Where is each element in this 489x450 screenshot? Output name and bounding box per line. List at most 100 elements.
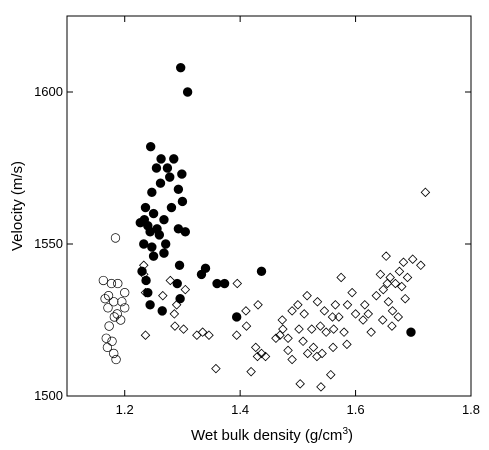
open-diamond-point <box>250 342 261 353</box>
open-diamond-point <box>387 306 398 316</box>
filled-circle-point <box>177 196 188 207</box>
open-diamond-point <box>295 379 305 389</box>
x-axis-title-end: ) <box>348 427 353 444</box>
open-diamond-point <box>277 315 288 325</box>
open-circle-point <box>111 354 121 365</box>
plot-frame <box>66 15 472 397</box>
open-circle-point <box>113 278 123 289</box>
y-tick-label: 1600 <box>34 84 63 99</box>
open-diamond-point <box>327 312 338 322</box>
open-diamond-point <box>287 306 297 316</box>
open-diamond-point <box>140 330 151 340</box>
open-diamond-point <box>165 275 176 286</box>
data-points <box>98 62 431 392</box>
filled-circle-point <box>406 327 416 337</box>
open-circle-point <box>98 275 109 286</box>
open-circle-point <box>107 336 117 346</box>
open-diamond-point <box>315 321 326 331</box>
x-tick-label: 1.2 <box>116 402 134 417</box>
x-tick-label: 1.4 <box>231 402 249 417</box>
open-circle-point <box>109 312 119 322</box>
open-diamond-point <box>317 348 327 359</box>
open-diamond-point <box>358 315 368 325</box>
open-diamond-point <box>170 321 180 331</box>
open-diamond-point <box>396 281 407 292</box>
filled-circle-point <box>135 218 145 228</box>
open-circle-point <box>104 321 114 331</box>
open-diamond-point <box>378 284 389 295</box>
open-diamond-point <box>316 382 326 392</box>
filled-circle-point <box>143 287 153 298</box>
filled-circle-point <box>174 260 185 270</box>
open-diamond-point <box>383 296 394 307</box>
filled-circle-point <box>180 227 191 237</box>
open-diamond-point <box>138 260 149 271</box>
open-diamond-point <box>402 272 413 283</box>
open-diamond-point <box>330 300 341 310</box>
open-diamond-point <box>312 351 322 362</box>
open-diamond-point <box>363 309 374 319</box>
filled-circle-point <box>156 154 166 164</box>
filled-circle-point <box>182 87 193 97</box>
open-diamond-point <box>347 287 357 298</box>
open-diamond-point <box>381 251 391 261</box>
open-diamond-point <box>204 330 214 340</box>
open-circle-point <box>120 287 130 298</box>
open-diamond-point <box>308 342 319 353</box>
open-diamond-point <box>256 348 267 359</box>
filled-circle-point <box>160 239 171 249</box>
open-diamond-point <box>420 187 431 198</box>
filled-circle-point <box>147 242 157 252</box>
open-diamond-point <box>321 327 331 337</box>
x-axis-title-main: Wet bulk density (g/cm <box>191 427 342 444</box>
open-diamond-point <box>298 336 308 347</box>
filled-circle-point <box>145 227 155 237</box>
filled-circle-point <box>172 278 182 289</box>
open-diamond-point <box>192 330 202 340</box>
open-diamond-point <box>294 324 304 334</box>
open-circle-point <box>112 309 122 319</box>
open-diamond-point <box>350 309 361 319</box>
open-diamond-point <box>283 333 293 344</box>
filled-circle-point <box>231 312 242 322</box>
open-diamond-point <box>306 324 317 334</box>
open-diamond-point <box>375 269 386 280</box>
filled-circle-point <box>175 294 185 304</box>
open-diamond-point <box>342 339 352 350</box>
open-diamond-point <box>302 348 313 359</box>
open-diamond-point <box>253 300 263 310</box>
filled-circle-point <box>159 248 169 258</box>
open-circle-point <box>117 297 127 307</box>
open-circle-point <box>106 278 117 289</box>
open-circle-point <box>109 348 119 359</box>
x-tick-label: 1.8 <box>462 402 480 417</box>
open-diamond-point <box>232 278 243 289</box>
open-diamond-point <box>334 312 344 322</box>
open-circle-point <box>110 233 121 243</box>
open-diamond-point <box>416 260 426 271</box>
filled-circle-point <box>177 169 187 179</box>
open-diamond-point <box>371 290 382 301</box>
open-diamond-point <box>390 278 401 289</box>
open-diamond-point <box>299 309 309 319</box>
open-diamond-point <box>287 354 297 365</box>
open-diamond-point <box>260 351 271 362</box>
open-diamond-point <box>394 266 405 277</box>
open-circle-point <box>100 294 110 304</box>
open-diamond-point <box>328 342 338 353</box>
filled-circle-point <box>148 251 159 261</box>
open-diamond-point <box>325 369 336 380</box>
open-diamond-point <box>252 351 263 362</box>
open-diamond-point <box>398 257 409 268</box>
open-diamond-point <box>339 327 349 337</box>
filled-circle-point <box>219 278 230 289</box>
open-diamond-point <box>169 309 180 319</box>
filled-circle-point <box>139 239 149 249</box>
filled-circle-point <box>169 154 179 164</box>
y-axis-title: Velocity (m/s) <box>9 161 26 251</box>
open-diamond-point <box>302 290 312 301</box>
y-axis: 1500 1550 1600 <box>34 84 471 403</box>
x-axis: 1.2 1.4 1.6 1.8 <box>116 16 480 417</box>
filled-circle-point <box>151 163 162 173</box>
filled-circle-point <box>175 62 186 73</box>
